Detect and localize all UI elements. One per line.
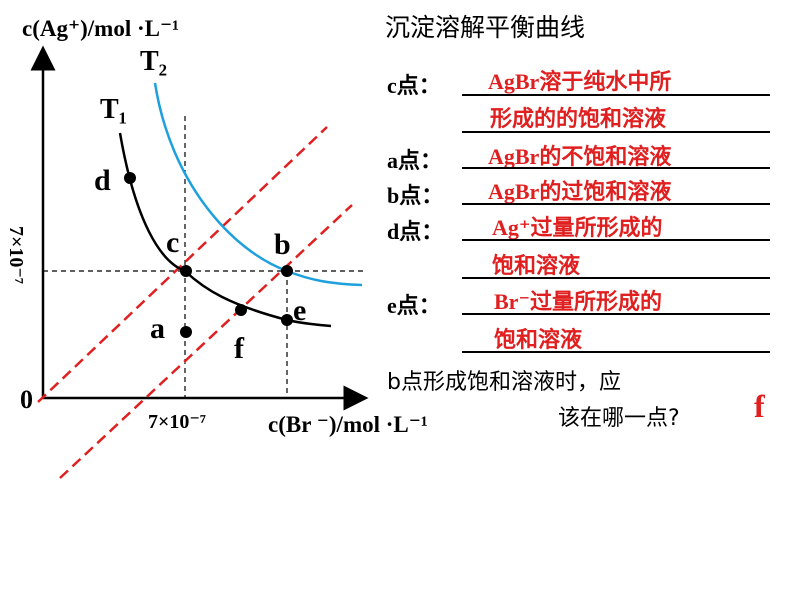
- label-e: e: [293, 294, 306, 327]
- curve-t2-label: T₂: [140, 46, 167, 77]
- curve-t2: [153, 82, 363, 287]
- y-tick-label: 7×10⁻⁷: [5, 226, 27, 284]
- label-b: b: [274, 228, 291, 261]
- curve-t1: [118, 132, 332, 328]
- point-d: [124, 172, 136, 184]
- point-e: [281, 314, 293, 326]
- x-axis-label: c(Br ⁻)/mol ·L⁻¹: [268, 412, 428, 437]
- label-a: a: [150, 312, 165, 345]
- diagonal-line-upper: [37, 126, 328, 403]
- diagonal-line-lower: [59, 204, 353, 479]
- origin-label: 0: [20, 385, 33, 414]
- point-a: [180, 326, 192, 338]
- label-d: d: [94, 164, 111, 197]
- point-f: [235, 304, 247, 316]
- point-c: [180, 265, 192, 277]
- curve-t1-label: T₁: [100, 94, 127, 125]
- label-f: f: [234, 332, 245, 365]
- point-b: [281, 265, 293, 277]
- y-axis-label: c(Ag⁺)/mol ·L⁻¹: [22, 16, 179, 41]
- label-c: c: [166, 226, 179, 259]
- x-tick-label: 7×10⁻⁷: [148, 411, 206, 433]
